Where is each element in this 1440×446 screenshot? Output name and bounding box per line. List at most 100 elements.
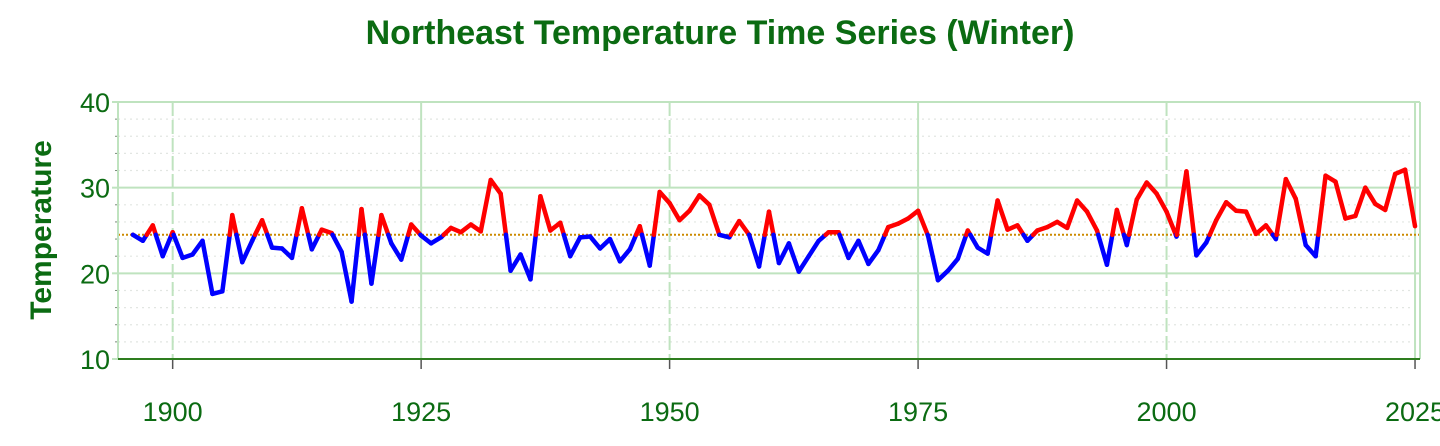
series-segment-below <box>771 232 782 266</box>
series-segment-above <box>1353 185 1368 219</box>
series-segment-below <box>220 232 232 294</box>
series-segment-below <box>627 232 639 252</box>
series-segment-above <box>498 191 509 238</box>
series-segment-below <box>876 232 888 253</box>
series-segment-below <box>1191 232 1199 258</box>
series-segment-below <box>617 247 633 264</box>
series-segment-above <box>1084 209 1100 233</box>
series-segment-below <box>746 232 762 269</box>
series-segment-below <box>1104 232 1115 268</box>
series-segment-below <box>508 252 523 274</box>
series-segment-above <box>651 189 662 238</box>
major-gridlines <box>118 101 1420 359</box>
series-segment-above <box>728 218 742 238</box>
series-segment-below <box>968 232 980 250</box>
series-segment-above <box>1134 180 1149 202</box>
series-segment-below <box>567 235 583 259</box>
series-segment-below <box>587 234 603 251</box>
series-segment-above <box>478 177 493 234</box>
series-segment-below <box>330 232 344 255</box>
series-segment-above <box>1363 185 1378 207</box>
series-segment-above <box>1402 167 1418 229</box>
series-segment-above <box>1184 169 1197 238</box>
series-segment-below <box>200 238 215 297</box>
series-segment-above <box>988 198 1000 238</box>
series-segment-above <box>1144 180 1159 196</box>
series-segment-above <box>1164 209 1179 238</box>
series-segment-above <box>1154 191 1169 214</box>
series-segment-below <box>806 238 821 259</box>
x-tick-label: 2000 <box>1137 397 1197 427</box>
series-segment-below <box>1095 232 1110 268</box>
series-segment-above <box>697 193 712 208</box>
series-segment-above <box>1074 198 1090 214</box>
chart-title: Northeast Temperature Time Series (Winte… <box>365 14 1075 52</box>
series-segment-below <box>239 238 255 265</box>
series-segment-above <box>736 218 752 238</box>
series-segment-below <box>607 236 623 264</box>
series-segment-above <box>657 189 672 206</box>
series-segment-above <box>1283 176 1299 202</box>
series-segment-above <box>687 193 702 214</box>
series-segment-below <box>369 232 381 286</box>
series-segment-below <box>389 241 404 262</box>
series-segment-above <box>359 206 368 238</box>
series-segment-below <box>935 268 951 283</box>
series-segment-above <box>707 202 722 238</box>
series-segment-below <box>399 232 411 262</box>
series-segment-below <box>503 232 513 274</box>
series-segment-below <box>786 241 802 274</box>
series-segment-above <box>1214 199 1229 223</box>
series-segment-below <box>265 232 275 250</box>
series-segment-below <box>856 238 871 267</box>
series-segment-below <box>1313 232 1321 259</box>
series-segment-above <box>259 217 270 238</box>
series-segment-above <box>1316 173 1328 238</box>
series-segment-below <box>349 232 361 304</box>
series-segment-above <box>1064 198 1080 231</box>
series-segment-above <box>1293 196 1306 238</box>
series-segment-above <box>379 212 391 238</box>
series-segment-above <box>667 200 682 223</box>
series-segment-above <box>766 209 776 238</box>
series-segment-above <box>1274 176 1289 238</box>
x-tick-label: 1950 <box>640 397 700 427</box>
series-segment-above <box>533 193 543 238</box>
series-segment-below <box>837 232 851 261</box>
series-segment-below <box>160 232 174 259</box>
series-segment-above <box>995 198 1010 232</box>
series-segment-below <box>866 247 881 267</box>
series-segment-below <box>234 232 245 265</box>
x-tick-label: 1975 <box>888 397 948 427</box>
series-segment-below <box>955 232 969 262</box>
series-segment-below <box>1194 240 1209 258</box>
series-segment-above <box>538 193 553 233</box>
series-segment-below <box>776 241 792 266</box>
series-segment-above <box>1207 217 1219 238</box>
series-segment-below <box>153 232 165 259</box>
series-segment-above <box>299 205 311 238</box>
series-segment-below <box>561 232 573 259</box>
y-tick-label: 10 <box>80 345 110 375</box>
series-segment-above <box>488 177 503 196</box>
series-segment-below <box>985 232 994 256</box>
x-tick-label: 1925 <box>391 397 451 427</box>
series-segment-above <box>915 208 930 238</box>
series-segment-below <box>339 249 354 304</box>
series-segment-below <box>528 232 539 282</box>
y-tick-label: 40 <box>80 88 110 118</box>
series-segment-below <box>796 253 812 274</box>
series-segment-above <box>1333 179 1348 221</box>
series-segment-below <box>647 232 657 268</box>
y-tick-label: 30 <box>80 174 110 204</box>
series-segment-above <box>1114 207 1127 238</box>
series-segment-below <box>309 232 322 252</box>
series-segment-above <box>230 212 239 238</box>
series-segment-below <box>289 232 299 261</box>
axes <box>112 101 1421 369</box>
minor-gridlines <box>118 118 1420 343</box>
temperature-series <box>118 167 1420 304</box>
series-segment-below <box>171 232 185 261</box>
series-segment-below <box>846 238 861 261</box>
